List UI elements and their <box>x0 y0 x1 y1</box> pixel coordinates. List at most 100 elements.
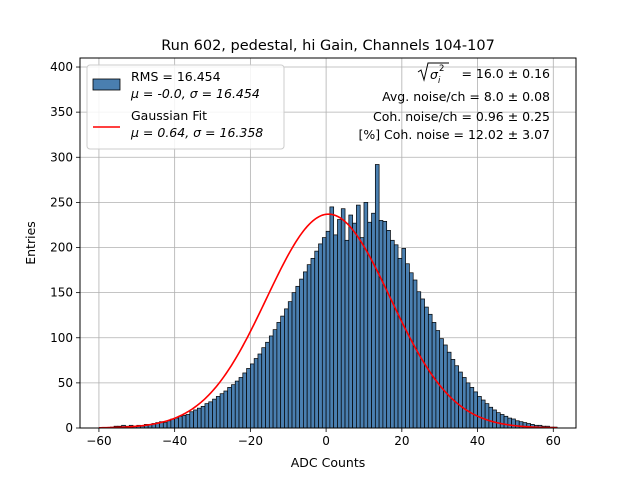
histogram-bar <box>166 420 172 429</box>
histogram-bar <box>412 279 418 429</box>
histogram-bar <box>314 250 319 429</box>
plot-frame <box>79 57 577 429</box>
legend-box <box>86 64 285 150</box>
y-axis-ticks: 0 50 100 150 200 250 300 350 400 <box>50 60 80 435</box>
histogram-bar <box>212 398 217 429</box>
svg-text:i: i <box>438 76 441 86</box>
histogram-bar <box>465 382 471 429</box>
y-tick-label: 150 <box>50 286 73 300</box>
histogram-bar <box>231 384 236 429</box>
histogram-bar <box>344 239 350 429</box>
histogram-bar <box>208 401 213 429</box>
histogram-bar <box>197 407 202 429</box>
x-tick-label: 60 <box>546 434 561 448</box>
legend-patch-histogram <box>92 78 121 91</box>
histogram-bar <box>352 222 357 429</box>
histogram-bar <box>174 417 179 429</box>
histogram-bar <box>299 278 304 429</box>
annotation-total-noise: = 16.0 ± 0.16 <box>461 66 550 81</box>
histogram-bar <box>469 387 475 429</box>
histogram-bar <box>488 406 494 429</box>
histogram-bar <box>257 353 263 429</box>
histogram-bar <box>250 363 255 429</box>
histogram-bar <box>253 358 259 429</box>
histogram-bar <box>329 206 335 429</box>
x-tick-label: −40 <box>162 434 187 448</box>
histogram-bar <box>340 208 346 429</box>
x-axis-label: ADC Counts <box>291 455 366 470</box>
histogram-bar <box>363 202 369 429</box>
histogram-bar <box>401 248 406 429</box>
histogram-bar <box>242 372 247 429</box>
histogram-bar <box>374 164 380 429</box>
annotation-coh-noise-pct: [%] Coh. noise = 12.02 ± 3.07 <box>358 127 550 142</box>
histogram-bar <box>507 417 512 429</box>
histogram-bar <box>284 308 289 429</box>
histogram-bar <box>272 329 278 429</box>
histogram-bar <box>405 263 410 429</box>
histogram-bar <box>499 414 505 429</box>
histogram-bar <box>333 234 338 429</box>
y-tick-label: 50 <box>58 376 73 390</box>
histogram-bar <box>238 377 244 429</box>
sqrt-sigma-symbol: σ i 2 <box>417 62 449 86</box>
legend-label-fit-params: μ = 0.64, σ = 16.358 <box>130 125 263 140</box>
y-tick-label: 0 <box>65 421 73 435</box>
annotation-avg-noise: Avg. noise/ch = 8.0 ± 0.08 <box>382 89 550 104</box>
gaussian-fit-curve <box>98 213 558 429</box>
histogram-bar <box>454 365 459 429</box>
histogram-bar <box>287 301 293 429</box>
histogram-bar <box>458 371 463 429</box>
histogram-bar <box>390 239 395 429</box>
histogram-bar <box>371 212 376 429</box>
x-tick-label: 20 <box>394 434 409 448</box>
y-tick-label: 100 <box>50 331 73 345</box>
histogram-bar <box>515 420 520 429</box>
histogram-bar <box>393 244 399 429</box>
x-axis-ticks: −60 −40 −20 0 20 40 60 <box>86 428 561 448</box>
histogram-bar <box>170 418 176 429</box>
histogram-bar <box>318 243 323 429</box>
histogram-bar <box>409 272 414 429</box>
histogram-bar <box>480 399 486 429</box>
histogram-bars <box>109 164 558 429</box>
histogram-bar <box>321 237 327 429</box>
x-tick-label: 40 <box>470 434 485 448</box>
histogram-bar <box>268 335 274 429</box>
histogram-bar <box>162 422 168 429</box>
legend-label-rms: RMS = 16.454 <box>131 69 221 84</box>
histogram-bar <box>325 230 331 429</box>
histogram-bar <box>386 230 391 429</box>
histogram-bar <box>450 359 456 429</box>
histogram-bar <box>306 264 312 429</box>
histogram-bar <box>416 291 422 429</box>
histogram-bar <box>492 409 497 429</box>
histogram-bar <box>439 338 444 429</box>
histogram-bar <box>227 387 232 429</box>
chart-title: Run 602, pedestal, hi Gain, Channels 104… <box>161 38 495 54</box>
histogram-bar <box>446 351 452 429</box>
histogram-bar <box>303 271 308 429</box>
histogram-bar <box>503 415 509 429</box>
y-tick-label: 200 <box>50 241 73 255</box>
histogram-bar <box>484 403 490 429</box>
y-tick-label: 350 <box>50 105 73 119</box>
x-tick-label: −20 <box>238 434 263 448</box>
histogram-bar <box>443 344 448 429</box>
histogram-bar <box>462 377 467 429</box>
grid-lines <box>80 58 576 429</box>
legend-label-fit: Gaussian Fit <box>131 108 207 123</box>
histogram-bar <box>337 219 342 429</box>
histogram-bar <box>200 405 206 429</box>
histogram-bar <box>234 380 240 429</box>
histogram-bar <box>189 411 194 429</box>
histogram-bar <box>181 415 187 429</box>
histogram-bar <box>359 237 365 429</box>
histogram-bar <box>193 409 198 429</box>
x-tick-label: 0 <box>322 434 330 448</box>
histogram-bar <box>435 330 441 429</box>
histogram-bar <box>511 418 516 429</box>
histogram-bar <box>215 396 221 429</box>
y-tick-label: 400 <box>50 60 73 74</box>
